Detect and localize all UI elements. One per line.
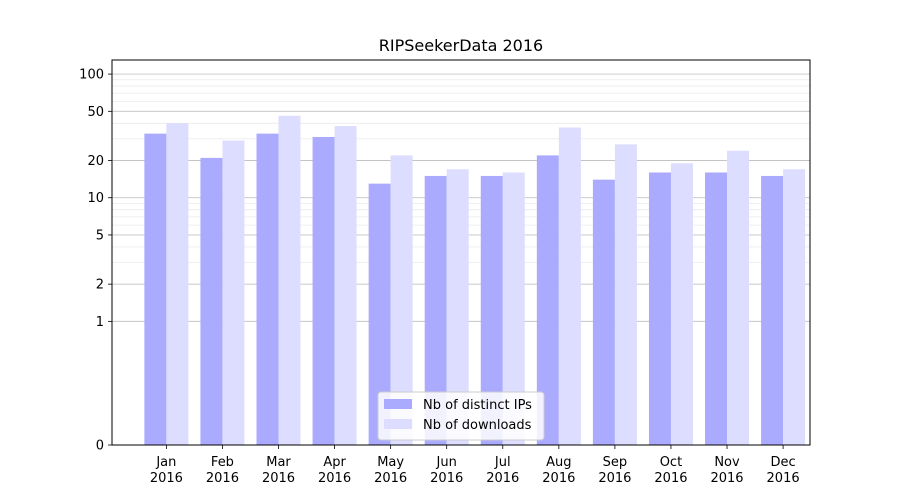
bar-distinct-ips — [368, 183, 391, 445]
bar-downloads — [334, 126, 357, 445]
x-tick-label: Jul 2016 — [486, 455, 519, 486]
bar-downloads — [502, 172, 525, 446]
bar-distinct-ips — [648, 172, 671, 446]
bar-downloads — [278, 115, 301, 446]
y-tick-label: 100 — [79, 68, 104, 83]
legend-swatch — [384, 399, 412, 409]
bar-distinct-ips — [256, 133, 279, 445]
x-tick-label: Feb 2016 — [206, 455, 239, 486]
x-tick-label: Nov 2016 — [710, 455, 743, 486]
x-tick-label: Jun 2016 — [430, 455, 463, 486]
bar-downloads — [783, 169, 806, 445]
legend-box — [377, 391, 545, 441]
x-tick-label: Jan 2016 — [150, 455, 183, 486]
bar-downloads — [222, 140, 245, 445]
y-tick-label: 10 — [87, 191, 104, 206]
chart-title: RIPSeekerData 2016 — [379, 36, 543, 55]
bar-downloads — [390, 155, 413, 445]
bar-distinct-ips — [761, 175, 784, 445]
bar-distinct-ips — [592, 179, 615, 446]
y-tick-label: 50 — [87, 105, 104, 120]
bar-distinct-ips — [536, 155, 559, 445]
legend-label: Nb of distinct IPs — [423, 398, 532, 413]
bar-distinct-ips — [424, 175, 447, 445]
x-tick-label: Sep 2016 — [598, 455, 631, 486]
axes-layer: Jan 2016 Feb 2016 Mar 2016 Apr 2016 May 2016 Jun 20… — [79, 59, 811, 486]
x-tick-label: Mar 2016 — [262, 455, 295, 486]
bar-downloads — [166, 123, 189, 445]
y-tick-label: 5 — [96, 228, 104, 243]
bar-distinct-ips — [480, 175, 503, 445]
legend-label: Nb of downloads — [423, 418, 532, 433]
x-tick-label: Dec 2016 — [767, 455, 800, 486]
plot-frame — [111, 59, 811, 446]
bar-downloads — [558, 127, 581, 446]
bar-downloads — [727, 150, 750, 445]
bar-downloads — [446, 169, 469, 445]
bar-distinct-ips — [200, 157, 223, 446]
legend-swatch — [384, 419, 412, 429]
bar-downloads — [614, 144, 637, 445]
y-tick-label: 20 — [87, 154, 104, 169]
bar-downloads — [670, 163, 693, 445]
bar-distinct-ips — [312, 136, 335, 445]
x-tick-label: Oct 2016 — [654, 455, 687, 486]
bar-distinct-ips — [144, 133, 167, 445]
x-tick-label: Aug 2016 — [542, 455, 575, 486]
x-tick-label: May 2016 — [374, 455, 407, 486]
legend: Nb of distinct IPs Nb of downloads — [377, 391, 545, 441]
y-tick-label: 0 — [96, 439, 104, 454]
bar-distinct-ips — [705, 172, 728, 446]
x-tick-label: Apr 2016 — [318, 455, 351, 486]
y-tick-label: 1 — [96, 315, 104, 330]
y-tick-label: 2 — [96, 278, 104, 293]
bars-layer — [144, 115, 806, 446]
